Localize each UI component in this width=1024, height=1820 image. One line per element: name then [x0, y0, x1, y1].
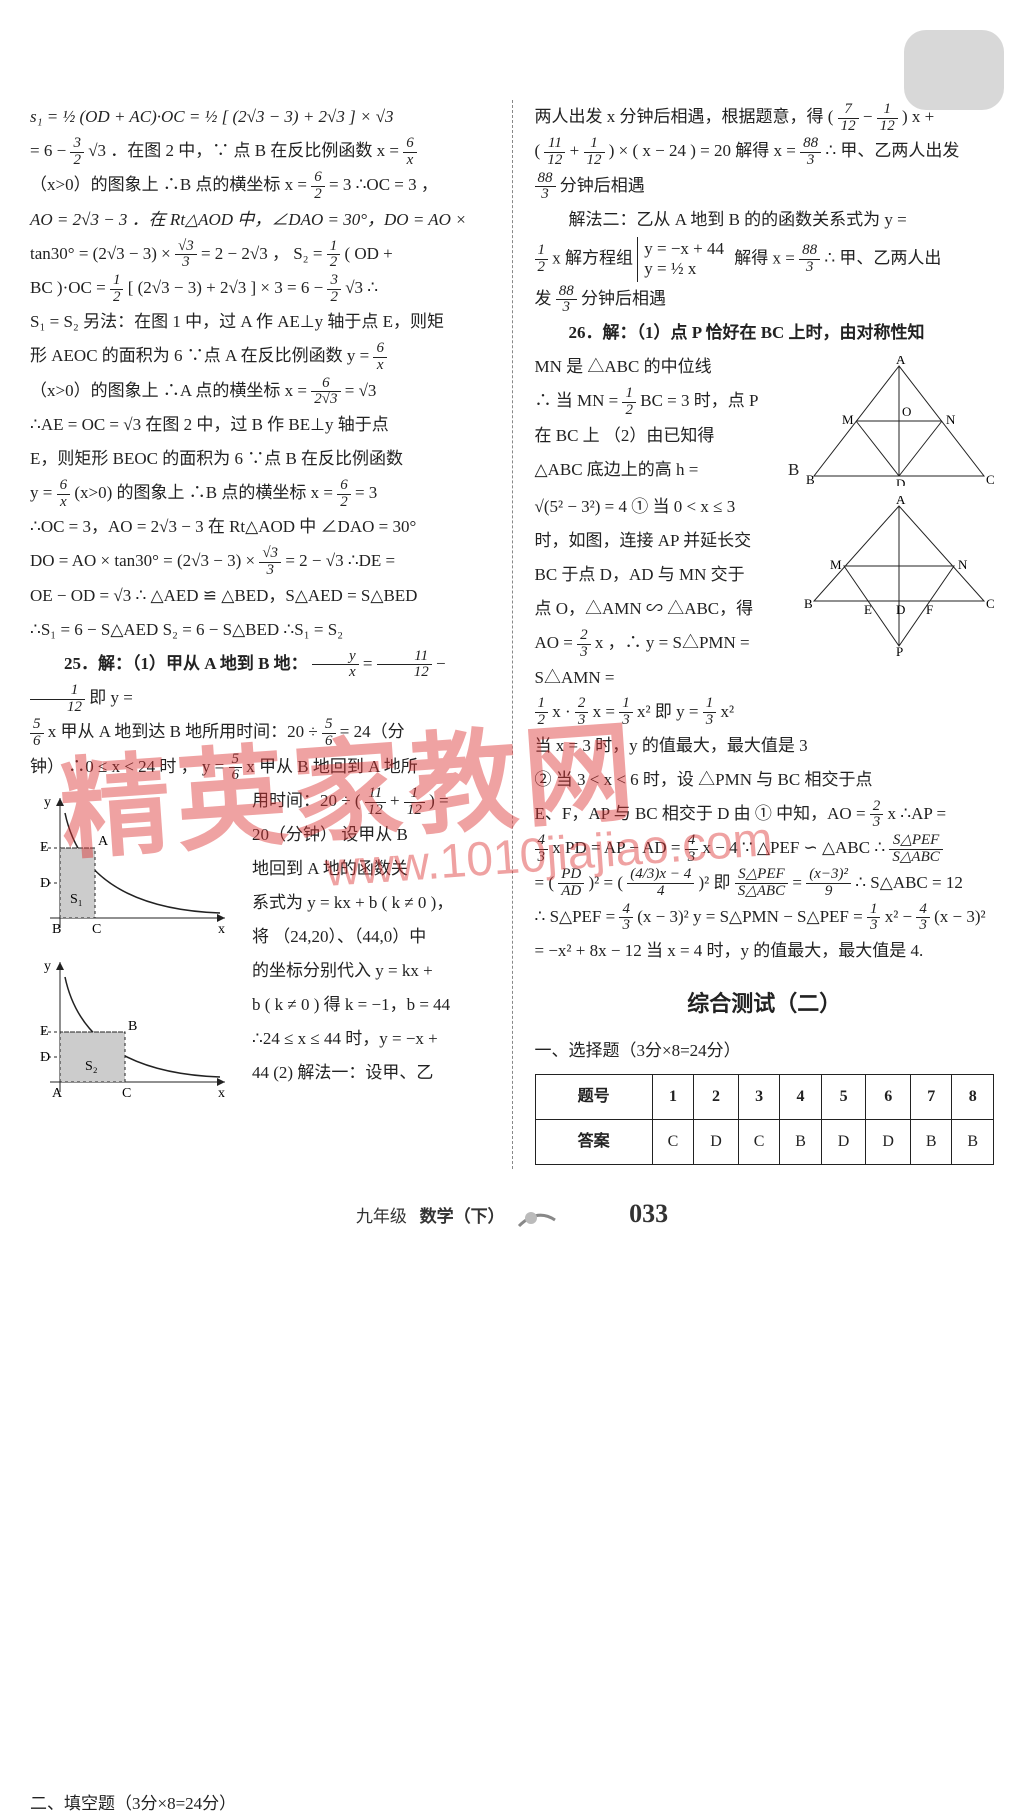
triangle-2: A M N B E D F C P	[804, 490, 994, 656]
line: 解法二：乙从 A 地到 B 的的函数关系式为 y =	[535, 203, 995, 237]
table-row-answers: 答案 C D C B D D B B	[535, 1120, 994, 1165]
line: E、F，AP 与 BC 相交于 D 由 ① 中知，AO = 23 x ∴AP =	[535, 797, 995, 831]
svg-text:D: D	[896, 602, 905, 617]
svg-text:y: y	[44, 795, 51, 810]
line: 发 883 分钟后相遇	[535, 282, 995, 316]
line: S₁ = S₂ 另法：在图 1 中，过 A 作 AE⊥y 轴于点 E，则矩	[30, 305, 490, 339]
svg-text:C: C	[986, 596, 994, 611]
svg-text:C: C	[986, 472, 994, 486]
bottom-cut-text: 二、填空题（3分×8=24分）	[30, 1789, 236, 1814]
page-number: 033	[629, 1199, 668, 1228]
svg-text:B: B	[806, 472, 815, 486]
svg-text:y: y	[44, 959, 51, 974]
line: y = 6x (x>0) 的图象上 ∴B 点的横坐标 x = 62 = 3	[30, 476, 490, 510]
svg-text:B: B	[52, 922, 61, 937]
table-row-header: 题号 1 2 3 4 5 6 7 8	[535, 1075, 994, 1120]
svg-text:C: C	[122, 1086, 131, 1101]
line: = 6 − 32 √3 ．在图 2 中，∵ 点 B 在反比例函数 x = 6x	[30, 134, 490, 168]
line: ∴S₁ = 6 − S△AED S₂ = 6 − S△BED ∴S₁ = S₂	[30, 613, 490, 647]
svg-text:F: F	[926, 602, 933, 617]
line: 883 分钟后相遇	[535, 169, 995, 203]
svg-text:P: P	[896, 644, 903, 656]
line: BC )·OC = 12 [ (2√3 − 3) + 2√3 ] × 3 = 6…	[30, 271, 490, 305]
top-right-button[interactable]	[904, 30, 1004, 110]
section-title-2: 综合测试（二）	[535, 982, 995, 1026]
svg-text:D: D	[896, 476, 905, 486]
svg-text:S₂: S₂	[85, 1059, 98, 1074]
problem-25-head: 25．解：（1）甲从 A 地到 B 地： yx = 1112 − 112 即 y…	[30, 647, 490, 716]
problem-26-head: 26．解：（1）点 P 恰好在 BC 上时，由对称性知	[535, 316, 995, 350]
swoosh-icon	[517, 1206, 557, 1230]
left-column: s₁ = ½ (OD + AC)·OC = ½ [ (2√3 − 3) + 2√…	[30, 100, 490, 1169]
svg-text:D: D	[40, 1050, 50, 1065]
graph-1: E A D S₁ B C x y	[30, 788, 230, 938]
graphs-wrap: E A D S₁ B C x y	[30, 784, 240, 1112]
line: 当 x = 3 时，y 的值最大，最大值是 3	[535, 729, 995, 763]
line: ∴OC = 3，AO = 2√3 − 3 在 Rt△AOD 中 ∠DAO = 3…	[30, 510, 490, 544]
line: = −x² + 8x − 12 当 x = 4 时，y 的值最大，最大值是 4.	[535, 934, 995, 968]
svg-text:S₁: S₁	[70, 892, 83, 907]
line: E，则矩形 BEOC 的面积为 6 ∵点 B 在反比例函数	[30, 442, 490, 476]
page: 精英家教网 www.1010jiajiao.com s₁ = ½ (OD + A…	[0, 0, 1024, 1820]
two-column-layout: s₁ = ½ (OD + AC)·OC = ½ [ (2√3 − 3) + 2√…	[30, 100, 994, 1169]
svg-text:M: M	[830, 557, 842, 572]
line: 56 x 甲从 A 地到达 B 地所用时间：20 ÷ 56 = 24（分	[30, 715, 490, 749]
svg-text:E: E	[40, 1024, 49, 1039]
problem-25-graphs-block: E A D S₁ B C x y	[30, 784, 490, 1112]
svg-text:A: A	[98, 834, 109, 849]
footer-grade: 九年级	[356, 1207, 407, 1226]
svg-text:B: B	[804, 596, 813, 611]
svg-text:M: M	[842, 412, 854, 427]
line: ∴AE = OC = √3 在图 2 中，过 B 作 BE⊥y 轴于点	[30, 408, 490, 442]
line: DO = AO × tan30° = (2√3 − 3) × √33 = 2 −…	[30, 544, 490, 578]
page-footer: 九年级 数学（下） 033	[30, 1199, 994, 1230]
svg-text:B: B	[128, 1019, 137, 1034]
triangle-1: A M O N B D C	[804, 350, 994, 486]
svg-text:C: C	[92, 922, 101, 937]
line: 钟） ∴0 ≤ x < 24 时 ， y = 56 x 甲从 B 地回到 A 地…	[30, 750, 490, 784]
svg-text:A: A	[896, 356, 906, 367]
line: ② 当 3 < x < 6 时，设 △PMN 与 BC 相交于点	[535, 763, 995, 797]
svg-text:D: D	[40, 876, 50, 891]
line: tan30° = (2√3 − 3) × √33 = 2 − 2√3 ， S₂ …	[30, 237, 490, 271]
column-divider	[512, 100, 513, 1169]
th-ans: 答案	[535, 1120, 652, 1165]
line: ( 1112 + 112 ) × ( x − 24 ) = 20 解得 x = …	[535, 134, 995, 168]
svg-text:E: E	[864, 602, 872, 617]
line: 12 x 解方程组 y = −x + 44 y = ½ x 解得 x = 883…	[535, 237, 995, 282]
answer-table: 题号 1 2 3 4 5 6 7 8 答案 C D C B D	[535, 1074, 995, 1165]
line: = ( PDAD )² = ( (4/3)x − 44 )² 即 S△PEFS△…	[535, 866, 995, 900]
line: OE − OD = √3 ∴ △AED ≌ △BED，S△AED = S△BED	[30, 579, 490, 613]
right-column: 两人出发 x 分钟后相遇，根据题意，得 ( 712 − 112 ) x + ( …	[535, 100, 995, 1169]
line: 12 x · 23 x = 13 x² 即 y = 13 x²	[535, 695, 995, 729]
th-label: 题号	[535, 1075, 652, 1120]
svg-text:x: x	[218, 922, 225, 937]
line: AO = 2√3 − 3 ．在 Rt△AOD 中，∠DAO = 30°，DO =…	[30, 203, 490, 237]
svg-text:A: A	[896, 496, 906, 507]
svg-text:N: N	[958, 557, 968, 572]
svg-text:A: A	[52, 1086, 63, 1101]
svg-text:x: x	[218, 1086, 225, 1101]
line: ∴ S△PEF = 43 (x − 3)² y = S△PMN − S△PEF …	[535, 900, 995, 934]
svg-text:E: E	[40, 840, 49, 855]
mcq-heading: 一、选择题（3分×8=24分）	[535, 1034, 995, 1068]
line: 形 AEOC 的面积为 6 ∵点 A 在反比例函数 y = 6x	[30, 339, 490, 373]
line: 43 x PD = AP − AD = 43 x − 4 ∵ △PEF ∽ △A…	[535, 831, 995, 865]
svg-text:N: N	[946, 412, 956, 427]
graph-2: E B D S₂ A C x y	[30, 952, 230, 1102]
line: （x>0）的图象上 ∴B 点的横坐标 x = 62 = 3 ∴OC = 3 ，	[30, 168, 490, 202]
svg-text:O: O	[902, 404, 911, 419]
line: （x>0）的图象上 ∴A 点的横坐标 x = 62√3 = √3	[30, 374, 490, 408]
line: s₁ = ½ (OD + AC)·OC = ½ [ (2√3 − 3) + 2√…	[30, 100, 490, 134]
footer-subject: 数学（下）	[420, 1207, 505, 1226]
